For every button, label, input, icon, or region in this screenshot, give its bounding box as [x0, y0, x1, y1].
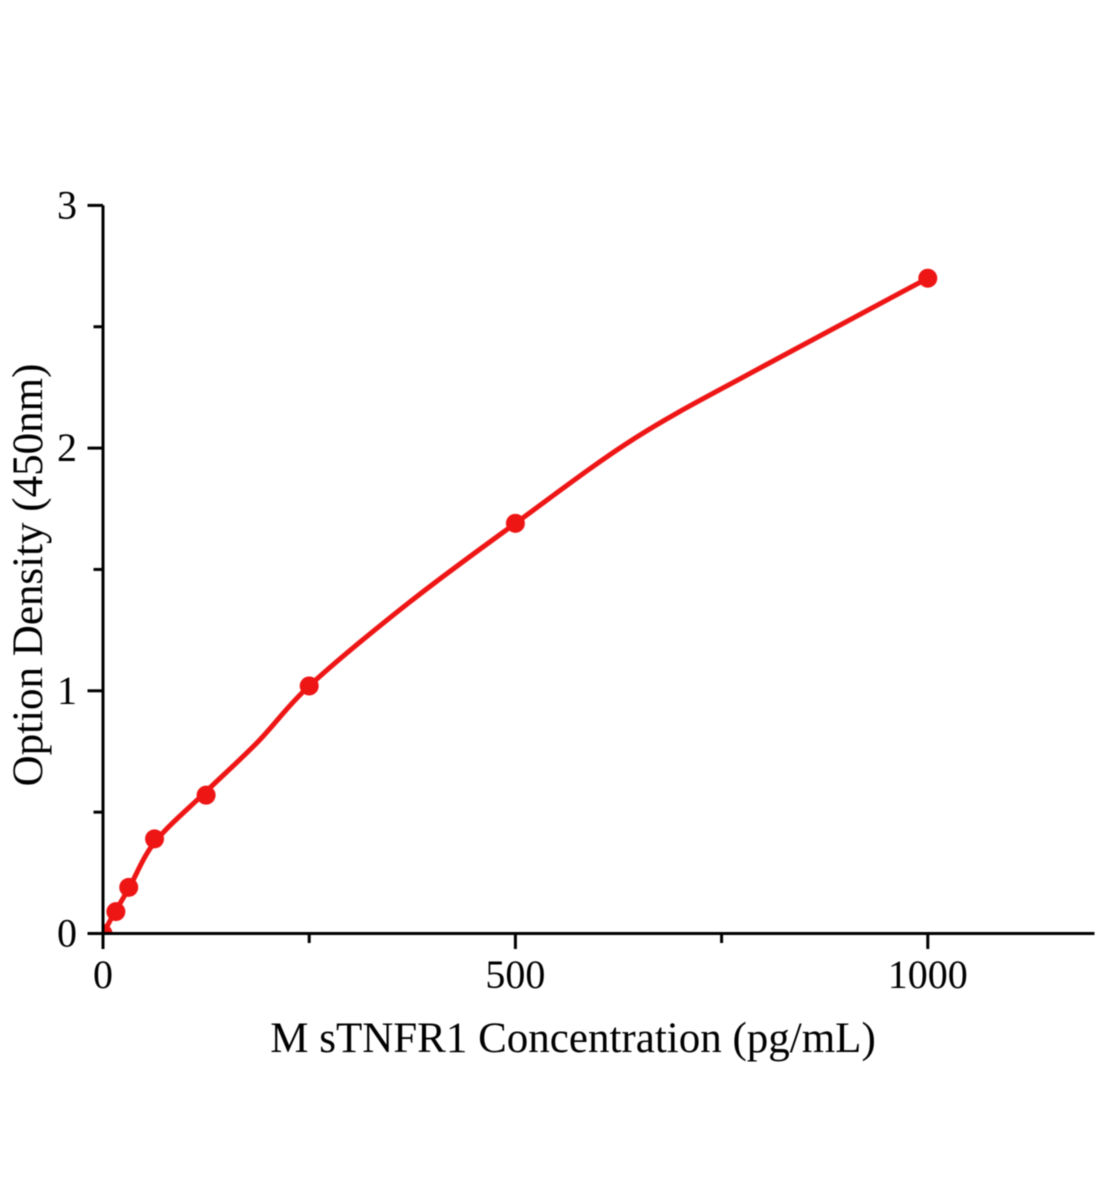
series-layer: [103, 268, 938, 934]
y-axis-title: Option Density (450nm): [5, 364, 52, 787]
data-point-marker: [505, 513, 525, 533]
data-point-marker: [106, 902, 126, 922]
data-point-marker: [918, 268, 938, 288]
x-tick-label: 0: [93, 952, 113, 997]
axes-layer: [87, 203, 1095, 949]
data-point-marker: [196, 785, 216, 805]
data-point-marker: [145, 829, 165, 849]
y-tick-label: 3: [57, 182, 77, 227]
standard-curve-line: [103, 275, 931, 934]
data-point-marker: [103, 924, 113, 934]
y-tick-label: 1: [57, 668, 77, 713]
y-tick-label: 2: [57, 425, 77, 470]
y-tick-label: 0: [57, 911, 77, 956]
x-axis-title: M sTNFR1 Concentration (pg/mL): [270, 1015, 876, 1062]
tick-label-layer: 0 500 1000 0 1 2 3: [57, 182, 968, 997]
data-point-marker: [119, 877, 139, 897]
x-tick-label: 1000: [888, 952, 968, 997]
data-point-marker: [299, 676, 319, 696]
x-tick-label: 500: [485, 952, 545, 997]
